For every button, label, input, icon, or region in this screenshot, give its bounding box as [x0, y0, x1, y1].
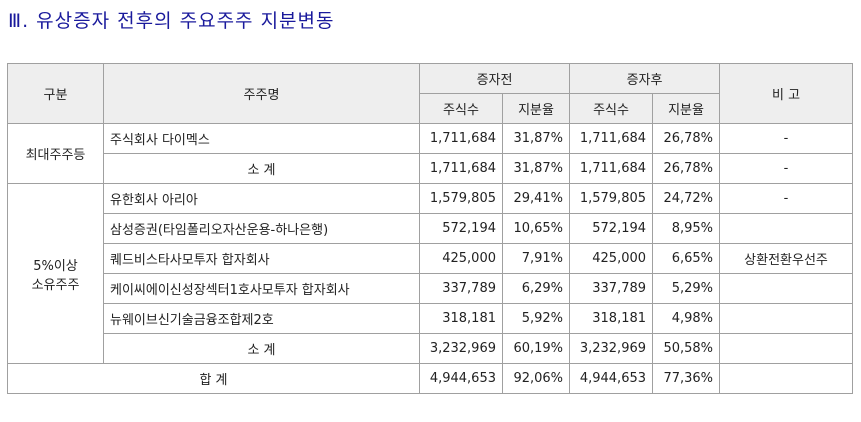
header-cell: 구분 — [7, 63, 104, 124]
note-cell: - — [719, 183, 854, 214]
number-cell: 8,95% — [652, 213, 721, 244]
note-cell — [719, 273, 854, 304]
header-cell: 비 고 — [719, 63, 854, 124]
share-table: 구분 주주명 증자전 증자후 비 고 주식수 지분율 주식수 지분율 최대주주등 주식회사 다이멕스… — [7, 63, 854, 394]
number-cell: 1,711,684 — [569, 123, 654, 154]
number-cell: 1,579,805 — [419, 183, 503, 214]
table-row: 합 계 4,944,653 92,06% 4,944,653 77,36% — [7, 363, 854, 394]
group-cell: 최대주주등 — [7, 123, 104, 184]
number-cell: 3,232,969 — [569, 333, 654, 364]
subtotal-label: 소 계 — [103, 153, 420, 184]
number-cell: 26,78% — [652, 123, 721, 154]
number-cell: 1,711,684 — [419, 123, 503, 154]
table-row: 소 계 3,232,969 60,19% 3,232,969 50,58% — [8, 333, 854, 364]
number-cell: 318,181 — [569, 303, 654, 334]
number-cell: 92,06% — [501, 363, 571, 394]
number-cell: 572,194 — [569, 213, 654, 244]
table-row: 최대주주등 주식회사 다이멕스 1,711,684 31,87% 1,711,684 26… — [7, 123, 854, 184]
table-row: 소 계 1,711,684 31,87% 1,711,684 26,78% - — [8, 153, 854, 184]
number-cell: 425,000 — [419, 243, 503, 274]
number-cell: 5,29% — [652, 273, 721, 304]
header-cell: 증자후 — [569, 63, 721, 94]
number-cell: 24,72% — [652, 183, 721, 214]
number-cell: 4,944,653 — [419, 363, 503, 394]
subtotal-label: 소 계 — [103, 333, 420, 364]
number-cell: 5,92% — [501, 303, 571, 334]
number-cell: 7,91% — [501, 243, 571, 274]
note-cell — [719, 333, 854, 364]
group-cell: 5%이상 소유주주 — [7, 183, 104, 364]
header-cell: 지분율 — [652, 93, 721, 124]
number-cell: 77,36% — [652, 363, 721, 394]
number-cell: 10,65% — [501, 213, 571, 244]
holder-name: 주식회사 다이멕스 — [103, 123, 420, 154]
table-row: 케이씨에이신성장섹터1호사모투자 합자회사 337,789 6,29% 337,789… — [8, 273, 854, 304]
header-cell: 주주명 — [103, 63, 420, 124]
table-row: 주식수 지분율 주식수 지분율 — [8, 93, 853, 124]
table-row: 삼성증권(타임폴리오자산운용-하나은행) 572,194 10,65% 572,194… — [8, 213, 854, 244]
note-cell: - — [719, 153, 854, 184]
holder-name: 케이씨에이신성장섹터1호사모투자 합자회사 — [103, 273, 420, 304]
number-cell: 3,232,969 — [419, 333, 503, 364]
number-cell: 50,58% — [652, 333, 721, 364]
number-cell: 26,78% — [652, 153, 721, 184]
number-cell: 6,29% — [501, 273, 571, 304]
header-cell: 지분율 — [501, 93, 571, 124]
holder-name: 퀘드비스타사모투자 합자회사 — [103, 243, 420, 274]
header-cell: 주식수 — [419, 93, 503, 124]
number-cell: 1,579,805 — [569, 183, 654, 214]
header-cell: 주식수 — [569, 93, 654, 124]
title: Ⅲ. 유상증자 전후의 주요주주 지분변동 — [8, 10, 335, 32]
number-cell: 31,87% — [501, 153, 571, 184]
total-label: 합 계 — [7, 363, 420, 394]
number-cell: 60,19% — [501, 333, 571, 364]
header-cell: 증자전 — [418, 63, 571, 94]
table-row: 뉴웨이브신기술금융조합제2호 318,181 5,92% 318,181 4,98% — [8, 303, 854, 334]
table-row: 퀘드비스타사모투자 합자회사 425,000 7,91% 425,000 6,65% 상환… — [8, 243, 854, 274]
holder-name: 삼성증권(타임폴리오자산운용-하나은행) — [103, 213, 420, 244]
number-cell: 4,98% — [652, 303, 721, 334]
number-cell: 6,65% — [652, 243, 721, 274]
number-cell: 1,711,684 — [569, 153, 654, 184]
number-cell: 318,181 — [419, 303, 503, 334]
number-cell: 425,000 — [569, 243, 654, 274]
number-cell: 337,789 — [569, 273, 654, 304]
number-cell: 337,789 — [419, 273, 503, 304]
holder-name: 유한회사 아리아 — [103, 183, 420, 214]
note-cell: - — [719, 123, 854, 154]
holder-name: 뉴웨이브신기술금융조합제2호 — [103, 303, 420, 334]
note-cell — [719, 213, 854, 244]
number-cell: 29,41% — [501, 183, 571, 214]
table-row: 5%이상 소유주주 유한회사 아리아 1,579,805 29,41% 1,579,80… — [7, 183, 854, 364]
number-cell: 1,711,684 — [419, 153, 503, 184]
table-row: 구분 주주명 증자전 증자후 비 고 — [7, 63, 854, 124]
number-cell: 31,87% — [501, 123, 571, 154]
number-cell: 4,944,653 — [569, 363, 654, 394]
note-cell: 상환전환우선주 — [719, 243, 854, 274]
number-cell: 572,194 — [419, 213, 503, 244]
note-cell — [719, 303, 854, 334]
note-cell — [719, 363, 854, 394]
